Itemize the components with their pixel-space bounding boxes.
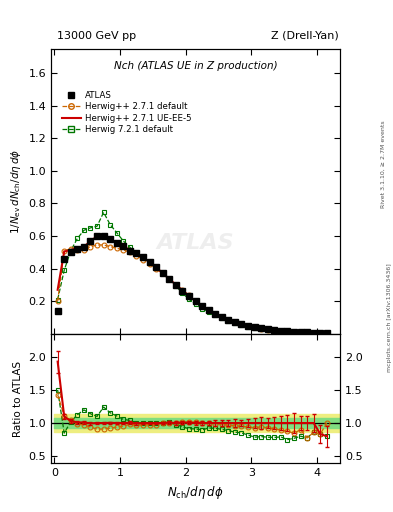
Text: ATLAS: ATLAS (157, 232, 234, 252)
Legend: ATLAS, Herwig++ 2.7.1 default, Herwig++ 2.7.1 UE-EE-5, Herwig 7.2.1 default: ATLAS, Herwig++ 2.7.1 default, Herwig++ … (58, 87, 195, 138)
Text: Rivet 3.1.10, ≥ 2.7M events: Rivet 3.1.10, ≥ 2.7M events (381, 120, 386, 208)
Y-axis label: Ratio to ATLAS: Ratio to ATLAS (13, 360, 23, 437)
Text: Z (Drell-Yan): Z (Drell-Yan) (271, 31, 339, 41)
Text: Nch (ATLAS UE in Z production): Nch (ATLAS UE in Z production) (114, 61, 277, 72)
Text: mcplots.cern.ch [arXiv:1306.3436]: mcplots.cern.ch [arXiv:1306.3436] (387, 263, 391, 372)
Text: 13000 GeV pp: 13000 GeV pp (57, 31, 136, 41)
X-axis label: $N_{\mathsf{ch}}/d\eta\,d\phi$: $N_{\mathsf{ch}}/d\eta\,d\phi$ (167, 484, 224, 501)
Y-axis label: $1/N_{\mathsf{ev}}\,dN_{\mathsf{ch}}/d\eta\,d\phi$: $1/N_{\mathsf{ev}}\,dN_{\mathsf{ch}}/d\e… (9, 148, 23, 234)
